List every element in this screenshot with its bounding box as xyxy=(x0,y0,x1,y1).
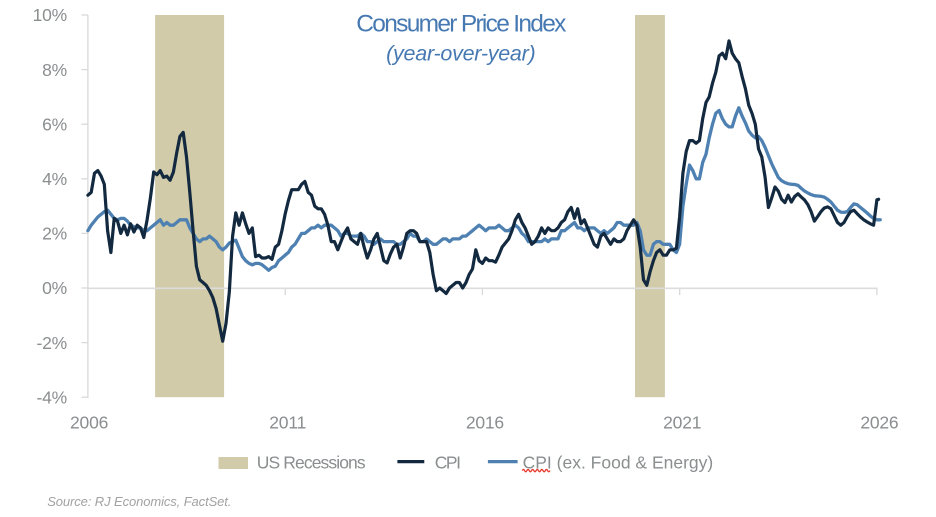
svg-text:2006: 2006 xyxy=(70,413,108,433)
svg-text:8%: 8% xyxy=(42,60,67,80)
svg-text:2016: 2016 xyxy=(466,413,504,433)
svg-text:-4%: -4% xyxy=(36,387,67,407)
svg-text:6%: 6% xyxy=(42,114,67,134)
svg-text:2026: 2026 xyxy=(860,413,898,433)
svg-text:10%: 10% xyxy=(33,5,67,25)
svg-text:0%: 0% xyxy=(42,278,67,298)
svg-text:Source: RJ Economics, FactSet.: Source: RJ Economics, FactSet. xyxy=(47,494,231,509)
svg-text:Consumer Price Index: Consumer Price Index xyxy=(356,11,566,38)
svg-text:(year-over-year): (year-over-year) xyxy=(386,41,535,65)
svg-text:2021: 2021 xyxy=(663,413,701,433)
svg-text:US Recessions: US Recessions xyxy=(257,452,366,472)
svg-text:4%: 4% xyxy=(42,169,67,189)
svg-text:2%: 2% xyxy=(42,224,67,244)
svg-text:2011: 2011 xyxy=(269,413,306,433)
svg-text:CPI: CPI xyxy=(435,452,460,472)
svg-text:CPI (ex. Food & Energy): CPI (ex. Food & Energy) xyxy=(523,452,714,472)
svg-text:-2%: -2% xyxy=(36,333,67,353)
